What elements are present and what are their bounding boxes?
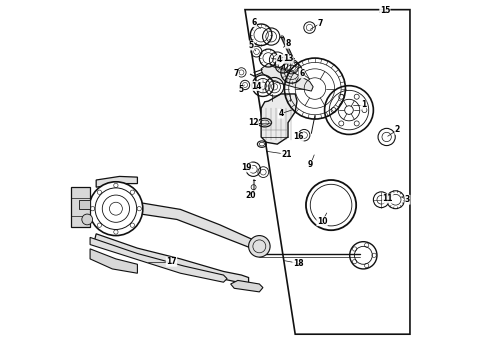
Text: 16: 16: [293, 132, 303, 141]
Polygon shape: [95, 234, 248, 284]
Polygon shape: [231, 280, 263, 292]
Circle shape: [82, 214, 93, 225]
Text: 19: 19: [242, 163, 252, 172]
Text: 11: 11: [383, 194, 393, 203]
Text: 4: 4: [278, 109, 284, 118]
Polygon shape: [90, 249, 137, 273]
Text: 20: 20: [245, 190, 256, 199]
Text: 7: 7: [233, 69, 239, 78]
Text: 3: 3: [405, 195, 410, 204]
Text: 15: 15: [380, 6, 390, 15]
Text: 21: 21: [281, 150, 292, 159]
Text: 5: 5: [249, 41, 254, 50]
Text: 12: 12: [248, 118, 259, 127]
Polygon shape: [261, 63, 313, 91]
Text: 7: 7: [318, 19, 323, 28]
Text: 8: 8: [285, 39, 291, 48]
Text: 6: 6: [299, 69, 304, 78]
Text: 10: 10: [317, 217, 327, 226]
Circle shape: [89, 182, 143, 235]
Polygon shape: [89, 202, 259, 250]
Polygon shape: [96, 176, 137, 187]
Polygon shape: [261, 94, 297, 144]
Text: 1: 1: [361, 100, 366, 109]
Text: 2: 2: [395, 125, 400, 134]
Circle shape: [248, 235, 270, 257]
Text: 6: 6: [251, 18, 257, 27]
Text: 9: 9: [308, 161, 313, 170]
Text: 4: 4: [276, 55, 282, 64]
Text: 14: 14: [251, 82, 262, 91]
Polygon shape: [71, 187, 90, 226]
Text: 5: 5: [238, 85, 243, 94]
Text: 18: 18: [293, 259, 303, 268]
Text: 13: 13: [283, 54, 294, 63]
Text: 17: 17: [166, 257, 177, 266]
Polygon shape: [79, 200, 90, 209]
Polygon shape: [90, 237, 227, 282]
